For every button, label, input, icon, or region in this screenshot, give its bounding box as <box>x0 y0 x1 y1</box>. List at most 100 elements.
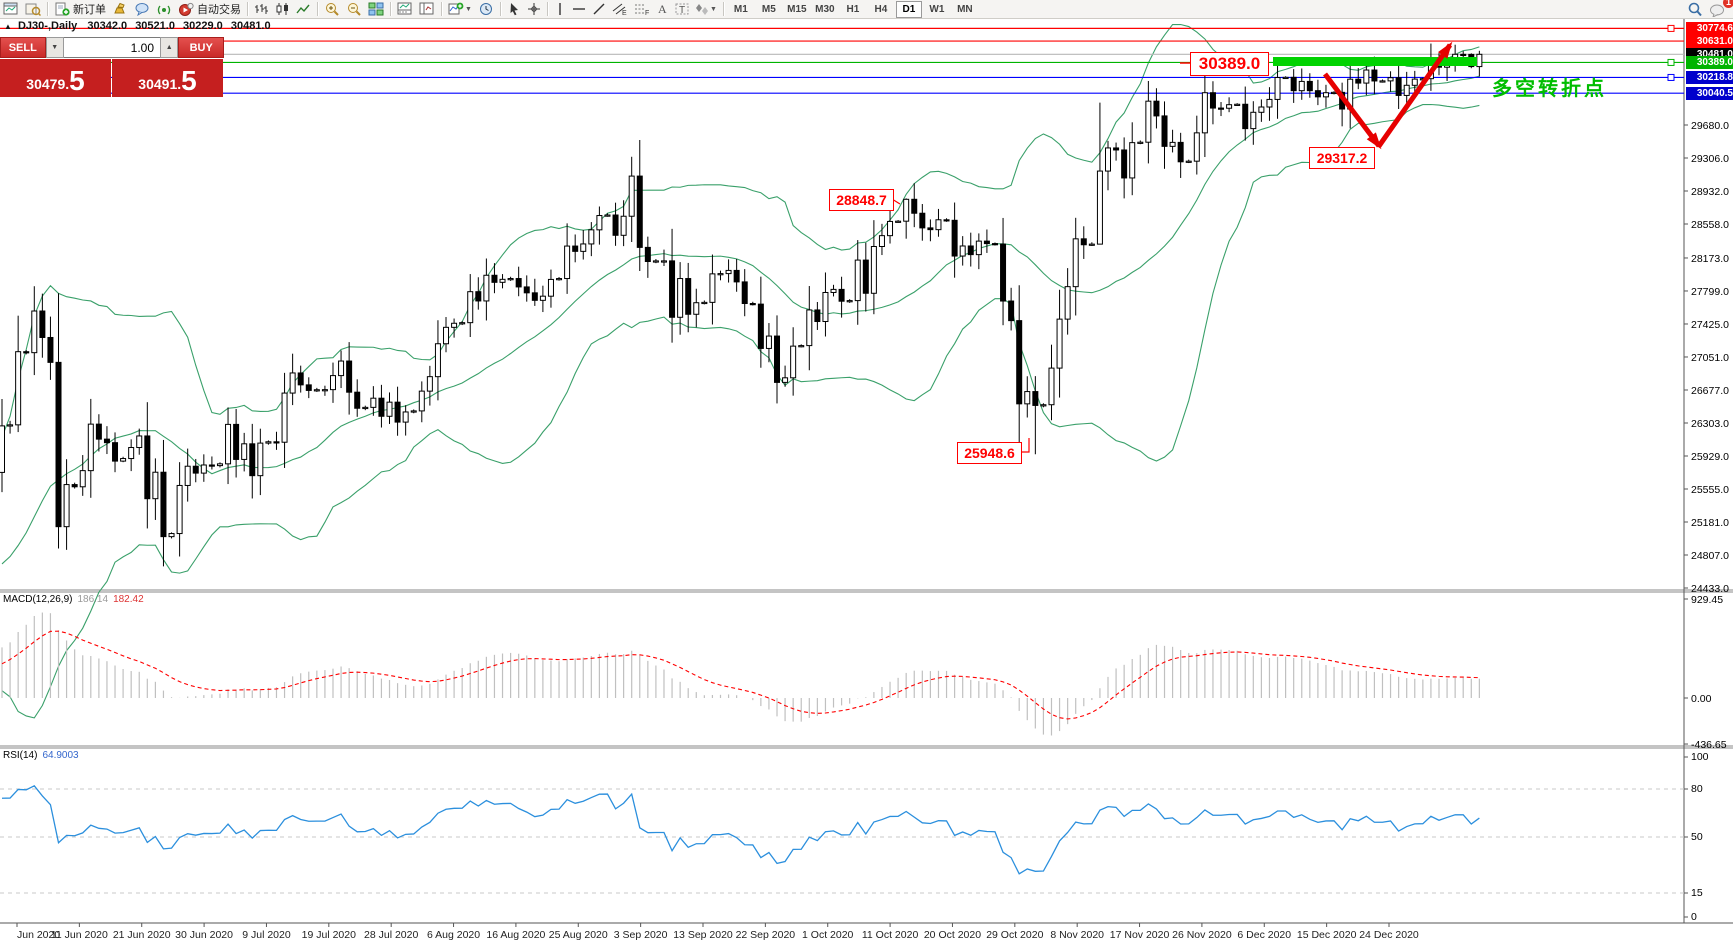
svg-text:11 Oct 2020: 11 Oct 2020 <box>862 929 919 941</box>
annotation-price-29317[interactable]: 29317.2 <box>1309 147 1375 169</box>
zoom-in-icon[interactable] <box>321 1 343 17</box>
svg-text:29306.0: 29306.0 <box>1691 153 1729 165</box>
svg-text:25181.0: 25181.0 <box>1691 517 1729 529</box>
svg-text:15 Dec 2020: 15 Dec 2020 <box>1297 929 1357 941</box>
svg-text:80: 80 <box>1691 783 1703 795</box>
period-clock-icon[interactable] <box>475 1 497 17</box>
svg-text:28558.0: 28558.0 <box>1691 219 1729 231</box>
ohlc-open: 30342.0 <box>87 20 128 32</box>
horizontal-line-icon[interactable] <box>569 1 589 17</box>
templates-icon[interactable] <box>416 1 438 17</box>
volume-input[interactable] <box>64 37 160 58</box>
text-label-icon[interactable]: T <box>672 1 692 17</box>
timeframe-button-m15[interactable]: M15 <box>787 3 807 15</box>
svg-text:27051.0: 27051.0 <box>1691 352 1729 364</box>
ohlc-low: 30229.0 <box>183 20 223 32</box>
annotation-price-30389[interactable]: 30389.0 <box>1190 52 1269 76</box>
svg-text:-436.65: -436.65 <box>1691 739 1727 751</box>
profile-icon[interactable] <box>22 1 44 17</box>
rsi-value: 64.9003 <box>42 750 79 761</box>
candle-chart-icon[interactable] <box>272 1 293 17</box>
svg-text:28173.0: 28173.0 <box>1691 253 1729 265</box>
svg-text:6 Dec 2020: 6 Dec 2020 <box>1237 929 1291 941</box>
price-level-tag: 30218.8 <box>1686 70 1733 84</box>
timeframe-button-m1[interactable]: M1 <box>733 3 748 15</box>
annotation-price-25948[interactable]: 25948.6 <box>957 442 1022 464</box>
toolbar: 新订单 自动交易 ▼ E F A T ▼ M1 M5 M15 M30 H1 H4 D1 W1 M… <box>0 0 1733 19</box>
timeframe-button-w1[interactable]: W1 <box>929 3 945 15</box>
add-indicator-button[interactable]: ▼ <box>445 1 475 17</box>
annotation-price-28848[interactable]: 28848.7 <box>829 189 894 211</box>
macd-main-value: 186.14 <box>77 594 109 605</box>
svg-text:9 Jul 2020: 9 Jul 2020 <box>242 929 291 941</box>
gold-icon[interactable] <box>109 1 131 17</box>
svg-text:16 Aug 2020: 16 Aug 2020 <box>486 929 545 941</box>
buy-price-big-digit: 5 <box>181 65 197 96</box>
line-chart-icon[interactable] <box>293 1 314 17</box>
triangle-icon: ▲ <box>4 22 12 31</box>
svg-text:25929.0: 25929.0 <box>1691 451 1729 463</box>
shapes-icon[interactable]: ▼ <box>692 1 720 17</box>
price-level-tag: 30631.0 <box>1686 34 1733 48</box>
macd-label: MACD(12,26,9) 186.14 182.42 <box>3 594 144 605</box>
equidistant-channel-icon[interactable]: E <box>609 1 631 17</box>
svg-text:22 Sep 2020: 22 Sep 2020 <box>736 929 796 941</box>
zoom-out-icon[interactable] <box>343 1 365 17</box>
svg-text:1 Oct 2020: 1 Oct 2020 <box>802 929 854 941</box>
toolbar-separator <box>247 2 248 16</box>
one-click-trading-panel: SELL ▼ ▲ BUY 30479. 5 30491. 5 <box>0 37 224 97</box>
text-icon[interactable]: A <box>653 1 672 17</box>
bar-chart-icon[interactable] <box>251 1 272 17</box>
notifications-icon[interactable]: 1 <box>1706 0 1733 17</box>
svg-text:20 Oct 2020: 20 Oct 2020 <box>924 929 981 941</box>
cursor-icon[interactable] <box>504 1 524 17</box>
search-icon[interactable] <box>1684 1 1706 17</box>
timeframe-button-m5[interactable]: M5 <box>761 3 776 15</box>
svg-text:3 Sep 2020: 3 Sep 2020 <box>614 929 668 941</box>
toolbar-separator <box>546 2 548 16</box>
svg-text:100: 100 <box>1691 751 1709 763</box>
svg-text:26 Nov 2020: 26 Nov 2020 <box>1172 929 1232 941</box>
svg-text:6 Aug 2020: 6 Aug 2020 <box>427 929 480 941</box>
ohlc-close: 30481.0 <box>230 20 271 32</box>
trend-line-icon[interactable] <box>589 1 609 17</box>
buy-price-box[interactable]: 30491. 5 <box>112 59 223 97</box>
svg-text:24433.0: 24433.0 <box>1691 583 1729 595</box>
price-level-tag: 30774.6 <box>1686 21 1733 35</box>
new-order-button[interactable]: 新订单 <box>51 1 109 17</box>
timeframe-button-h1[interactable]: H1 <box>846 3 860 15</box>
crosshair-icon[interactable] <box>524 1 544 17</box>
vertical-line-icon[interactable] <box>551 1 569 17</box>
chart-title: ▲ DJ30-,Daily 30342.0 30521.0 30229.0 30… <box>4 20 271 32</box>
signal-icon[interactable] <box>153 1 175 17</box>
chart-window-icon[interactable] <box>0 1 22 17</box>
svg-text:Jun 2020: Jun 2020 <box>17 929 60 941</box>
fibonacci-icon[interactable]: F <box>631 1 653 17</box>
timeframe-button-h4[interactable]: H4 <box>874 3 888 15</box>
macd-signal-value: 182.42 <box>113 594 144 605</box>
timeframe-button-mn[interactable]: MN <box>957 3 973 15</box>
svg-text:27799.0: 27799.0 <box>1691 286 1729 298</box>
highlight-bar <box>1273 57 1477 66</box>
notification-badge: 1 <box>1722 0 1733 8</box>
svg-text:28 Jul 2020: 28 Jul 2020 <box>364 929 418 941</box>
autotrade-button[interactable]: 自动交易 <box>175 1 244 17</box>
svg-text:26303.0: 26303.0 <box>1691 418 1729 430</box>
timeframe-button-m30[interactable]: M30 <box>815 3 835 15</box>
timeframe-button-d1[interactable]: D1 <box>895 0 922 18</box>
dropdown-caret-icon: ▼ <box>709 5 717 13</box>
volume-increase-button[interactable]: ▲ <box>160 37 179 58</box>
svg-text:0: 0 <box>1691 911 1697 923</box>
chat-icon[interactable] <box>131 1 153 17</box>
svg-text:27425.0: 27425.0 <box>1691 319 1729 331</box>
volume-decrease-button[interactable]: ▼ <box>45 37 64 58</box>
indicators-window-icon[interactable] <box>394 1 416 17</box>
timeframe-bar: M1 M5 M15 M30 H1 H4 D1 W1 MN <box>727 0 979 18</box>
new-order-label: 新订单 <box>73 4 106 16</box>
tile-windows-icon[interactable] <box>365 1 387 17</box>
sell-price-box[interactable]: 30479. 5 <box>0 59 111 97</box>
annotation-cn-text[interactable]: 多空转折点 <box>1492 78 1607 100</box>
sell-button[interactable]: SELL <box>0 37 46 58</box>
buy-button[interactable]: BUY <box>178 37 224 58</box>
